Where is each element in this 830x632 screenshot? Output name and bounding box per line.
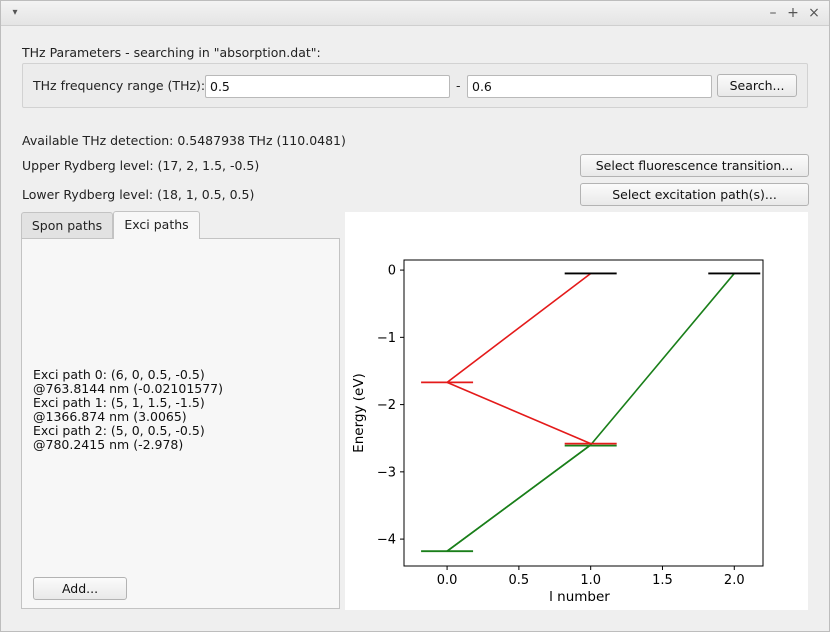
upper-rydberg-level-text: Upper Rydberg level: (17, 2, 1.5, -0.5) bbox=[22, 158, 260, 173]
tab-exci-paths[interactable]: Exci paths bbox=[113, 211, 200, 239]
y-tick-label: −3 bbox=[377, 465, 396, 480]
exci-paths-list: Exci path 0: (6, 0, 0.5, -0.5) @763.8144… bbox=[33, 367, 224, 452]
axes-frame bbox=[403, 259, 764, 567]
thz-params-heading: THz Parameters - searching in "absorptio… bbox=[22, 45, 321, 60]
thz-range-label: THz frequency range (THz): bbox=[33, 78, 206, 93]
thz-range-max-input[interactable] bbox=[467, 75, 712, 98]
transition-line bbox=[446, 272, 735, 552]
x-tick-label: 0.5 bbox=[509, 573, 530, 588]
transition-line bbox=[446, 272, 592, 384]
select-fluorescence-button[interactable]: Select fluorescence transition... bbox=[580, 154, 809, 177]
y-tick-label: −1 bbox=[377, 331, 396, 346]
thz-detection-text: Available THz detection: 0.5487938 THz (… bbox=[22, 133, 346, 148]
minimize-icon[interactable]: – bbox=[769, 5, 777, 21]
add-path-button[interactable]: Add... bbox=[33, 577, 127, 600]
thz-range-group: THz frequency range (THz): - Search... bbox=[22, 63, 808, 108]
transition-line bbox=[446, 381, 591, 445]
thz-range-min-input[interactable] bbox=[205, 75, 450, 98]
y-axis-label: Energy (eV) bbox=[351, 373, 367, 453]
tab-spon-paths[interactable]: Spon paths bbox=[21, 212, 113, 239]
window-menu-icon[interactable]: ▾ bbox=[12, 7, 18, 18]
energy-level-chart: 0.0 0.5 1.0 1.5 2.0 0 −1 −2 −3 −4 l number Energy (… bbox=[351, 259, 764, 605]
x-tick-label: 2.0 bbox=[724, 573, 745, 588]
exci-paths-panel: Exci path 0: (6, 0, 0.5, -0.5) @763.8144… bbox=[21, 238, 340, 609]
maximize-icon[interactable]: + bbox=[787, 5, 799, 21]
x-tick-label: 0.0 bbox=[437, 573, 458, 588]
select-excitation-button[interactable]: Select excitation path(s)... bbox=[580, 183, 809, 206]
x-tick-label: 1.5 bbox=[652, 573, 673, 588]
y-tick-label: −4 bbox=[377, 533, 396, 548]
x-tick-label: 1.0 bbox=[580, 573, 601, 588]
title-bar: ▾ – + × bbox=[0, 0, 830, 26]
close-icon[interactable]: × bbox=[808, 5, 820, 21]
thz-range-separator: - bbox=[456, 78, 461, 93]
y-tick-label: −2 bbox=[377, 398, 396, 413]
x-axis-label: l number bbox=[549, 589, 610, 605]
energy-level-plot: 0.0 0.5 1.0 1.5 2.0 0 −1 −2 −3 −4 l number Energy (… bbox=[345, 212, 808, 610]
search-button[interactable]: Search... bbox=[717, 74, 797, 97]
lower-rydberg-level-text: Lower Rydberg level: (18, 1, 0.5, 0.5) bbox=[22, 187, 255, 202]
y-tick-label: 0 bbox=[388, 264, 396, 279]
